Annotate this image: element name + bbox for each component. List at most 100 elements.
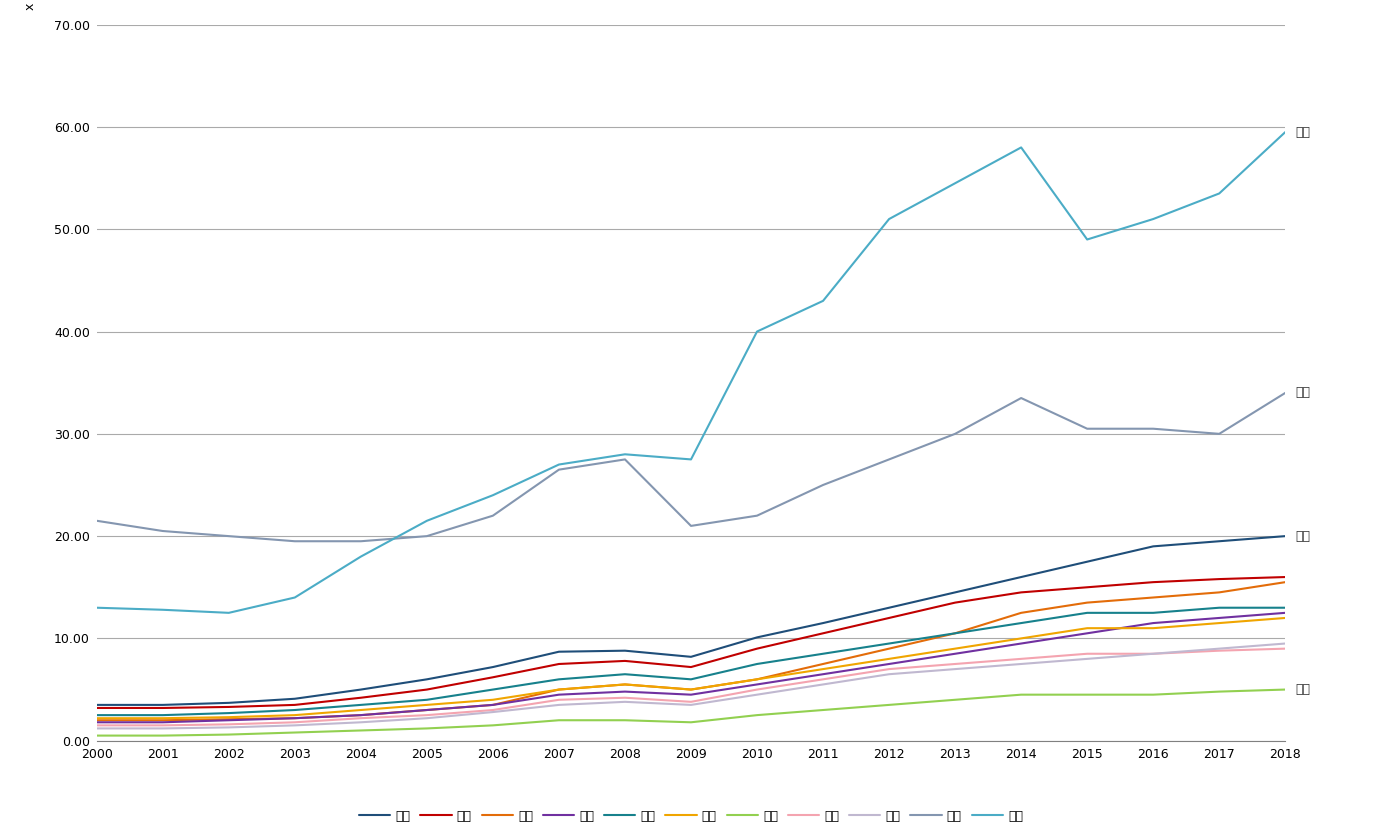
惠州 (1144, 618, 1161, 628)
澳门 (419, 516, 435, 526)
阳江 (815, 705, 832, 715)
珠海 (1079, 623, 1096, 633)
深圳 (419, 674, 435, 684)
惠州 (419, 705, 435, 715)
广州 (1144, 577, 1161, 587)
澳门 (616, 449, 633, 459)
Text: x 10000: x 10000 (25, 0, 37, 11)
深圳 (221, 698, 238, 708)
惠州 (1211, 613, 1227, 623)
澳门 (155, 605, 171, 615)
佛山 (683, 674, 699, 684)
珠海 (550, 685, 567, 695)
中山 (1277, 639, 1294, 649)
广州 (485, 672, 502, 682)
珠海 (880, 654, 897, 664)
Line: 中山: 中山 (97, 644, 1285, 728)
广州 (352, 693, 369, 703)
珠海 (683, 685, 699, 695)
惠州 (1277, 608, 1294, 618)
阳江 (221, 730, 238, 740)
肇庆 (1013, 608, 1030, 618)
东莞 (1277, 644, 1294, 653)
深圳 (1211, 537, 1227, 546)
佛山 (1079, 608, 1096, 618)
惠州 (683, 690, 699, 700)
佛山 (1277, 602, 1294, 612)
Text: 澳门: 澳门 (1295, 126, 1310, 138)
东莞 (550, 695, 567, 704)
肇庆 (1277, 577, 1294, 587)
阳江 (155, 731, 171, 741)
东莞 (221, 719, 238, 729)
肇庆 (286, 714, 303, 723)
深圳 (550, 647, 567, 657)
肇庆 (352, 710, 369, 720)
香港 (286, 537, 303, 546)
惠州 (1079, 629, 1096, 639)
佛山 (550, 674, 567, 684)
佛山 (749, 659, 766, 669)
深圳 (485, 663, 502, 672)
Text: 香港: 香港 (1295, 387, 1310, 399)
惠州 (550, 690, 567, 700)
东莞 (947, 659, 963, 669)
中山 (1079, 654, 1096, 664)
澳门 (550, 459, 567, 469)
澳门 (947, 179, 963, 188)
东莞 (815, 674, 832, 684)
珠海 (221, 712, 238, 722)
惠州 (880, 659, 897, 669)
深圳 (749, 632, 766, 642)
佛山 (155, 710, 171, 720)
中山 (155, 723, 171, 733)
阳江 (286, 728, 303, 737)
深圳 (683, 652, 699, 662)
佛山 (1013, 618, 1030, 628)
东莞 (485, 705, 502, 715)
惠州 (155, 718, 171, 728)
广州 (616, 656, 633, 666)
阳江 (683, 718, 699, 728)
佛山 (1211, 602, 1227, 612)
香港 (550, 465, 567, 475)
惠州 (616, 686, 633, 696)
阳江 (947, 695, 963, 704)
广州 (88, 703, 105, 713)
珠海 (616, 680, 633, 690)
肇庆 (485, 700, 502, 709)
Line: 惠州: 惠州 (97, 613, 1285, 723)
广州 (1277, 572, 1294, 582)
Legend: 深圳, 广州, 肇庆, 惠州, 佛山, 珠海, 阳江, 东莞, 中山, 香港, 澳门: 深圳, 广州, 肇庆, 惠州, 佛山, 珠海, 阳江, 东莞, 中山, 香港, … (354, 805, 1028, 823)
深圳 (1277, 531, 1294, 541)
肇庆 (550, 685, 567, 695)
澳门 (221, 608, 238, 618)
广州 (683, 663, 699, 672)
中山 (683, 700, 699, 709)
广州 (1079, 583, 1096, 593)
广州 (155, 703, 171, 713)
珠海 (1144, 623, 1161, 633)
广州 (286, 700, 303, 709)
惠州 (947, 649, 963, 658)
阳江 (419, 723, 435, 733)
阳江 (352, 726, 369, 736)
澳门 (1013, 142, 1030, 152)
中山 (88, 723, 105, 733)
肇庆 (815, 659, 832, 669)
珠海 (1013, 634, 1030, 644)
惠州 (352, 710, 369, 720)
惠州 (221, 715, 238, 725)
阳江 (88, 731, 105, 741)
珠海 (419, 700, 435, 709)
香港 (947, 429, 963, 439)
香港 (1211, 429, 1227, 439)
广州 (880, 613, 897, 623)
广州 (1013, 588, 1030, 597)
佛山 (485, 685, 502, 695)
广州 (947, 597, 963, 607)
阳江 (1211, 686, 1227, 696)
阳江 (1277, 685, 1294, 695)
Line: 肇庆: 肇庆 (97, 582, 1285, 720)
Line: 阳江: 阳江 (97, 690, 1285, 736)
